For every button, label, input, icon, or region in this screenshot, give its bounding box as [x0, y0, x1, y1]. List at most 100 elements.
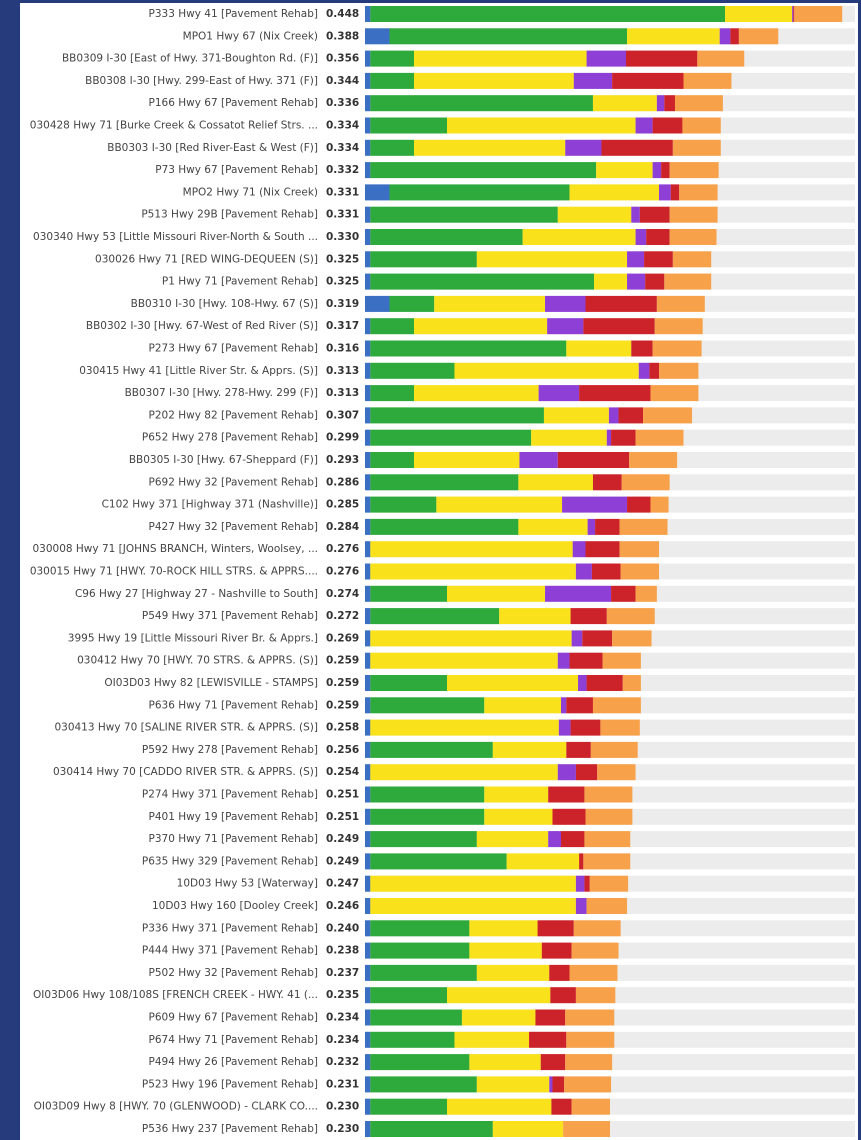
bar-segment — [635, 585, 657, 602]
bar-segment — [549, 964, 570, 981]
bar-segment — [608, 407, 619, 424]
bar-segment — [414, 139, 566, 156]
bar-segment — [638, 362, 650, 379]
bar-segment — [635, 229, 647, 245]
bar-segment — [592, 95, 657, 112]
bar-segment — [389, 184, 570, 201]
bar-segment — [548, 831, 561, 848]
bar-segment — [569, 184, 659, 201]
bar-segment — [619, 518, 668, 535]
bar-segment — [365, 28, 390, 45]
bar-segment — [370, 318, 414, 335]
row-total: 0.316 — [326, 343, 359, 355]
bar-segment — [469, 942, 542, 959]
bar-segment — [552, 808, 586, 825]
bar-segment — [585, 808, 633, 825]
bar-segment — [370, 162, 597, 179]
bar-segment — [629, 452, 678, 468]
bar-segment — [414, 385, 539, 402]
bar-segment — [669, 162, 719, 179]
bar-segment — [365, 808, 371, 825]
bar-segment — [484, 697, 561, 714]
row-total: 0.259 — [326, 655, 359, 667]
row-total: 0.276 — [326, 543, 359, 555]
row-total: 0.334 — [326, 142, 359, 154]
bar-segment — [365, 340, 371, 357]
row-total: 0.336 — [326, 97, 359, 109]
bar-segment — [601, 139, 673, 156]
row-label: P494 Hwy 26 [Pavement Rehab] — [149, 1056, 318, 1068]
bar-segment — [586, 50, 626, 67]
row-label: P370 Hwy 71 [Pavement Rehab] — [149, 833, 318, 845]
bar-segment — [654, 318, 703, 335]
bar-segment — [551, 1098, 572, 1115]
bar-segment — [365, 318, 371, 335]
bar-segment — [575, 764, 598, 781]
bar-segment — [659, 362, 699, 379]
bar-segment — [434, 295, 546, 312]
bar-segment — [365, 1076, 371, 1093]
bar-segment — [469, 920, 538, 937]
bar-segment — [570, 608, 607, 625]
row-total: 0.238 — [326, 945, 359, 957]
bar-segment — [682, 117, 721, 134]
bar-segment — [631, 340, 653, 357]
bar-segment — [370, 585, 448, 602]
bar-segment — [476, 1076, 550, 1093]
bar-segment — [365, 229, 371, 245]
bar-segment — [365, 251, 371, 268]
bar-segment — [794, 6, 843, 22]
row-total: 0.249 — [326, 855, 359, 867]
bar-segment — [606, 429, 612, 446]
bar-segment — [370, 50, 414, 67]
row-label: 10D03 Hwy 160 [Dooley Creek] — [152, 900, 318, 912]
bar-segment — [650, 385, 699, 402]
bar-segment — [573, 72, 613, 89]
row-label: P609 Hwy 67 [Pavement Rehab] — [149, 1012, 318, 1024]
bar-segment — [586, 675, 623, 691]
row-label: P513 Hwy 29B [Pavement Rehab] — [141, 209, 318, 221]
bar-segment — [370, 452, 414, 468]
bar-segment — [562, 496, 628, 513]
bar-segment — [583, 318, 655, 335]
bar-segment — [370, 229, 523, 245]
bar-segment — [454, 1031, 530, 1048]
bar-segment — [537, 920, 574, 937]
bar-segment — [575, 987, 616, 1004]
bar-segment — [365, 407, 371, 424]
row-label: P273 Hwy 67 [Pavement Rehab] — [149, 343, 318, 355]
bar-segment — [365, 117, 371, 134]
bar-segment — [370, 697, 485, 714]
row-total: 0.237 — [326, 967, 359, 979]
bar-segment — [650, 496, 669, 513]
row-total: 0.319 — [326, 298, 359, 310]
row-label: P333 Hwy 41 [Pavement Rehab] — [149, 8, 318, 20]
row-label: 3995 Hwy 19 [Little Missouri River Br. &… — [68, 632, 318, 644]
bar-segment — [370, 117, 448, 134]
bar-segment — [557, 652, 570, 669]
bar-segment — [583, 853, 631, 870]
bar-segment — [683, 72, 732, 89]
bar-segment — [541, 942, 572, 959]
bar-segment — [619, 541, 659, 558]
row-label: OI03D09 Hwy 8 [HWY. 70 (GLENWOOD) - CLAR… — [34, 1101, 318, 1113]
bar-segment — [469, 1054, 541, 1071]
bar-segment — [365, 987, 371, 1004]
row-label: C96 Hwy 27 [Highway 27 - Nashville to So… — [75, 588, 318, 600]
bar-segment — [564, 1076, 612, 1093]
bar-segment — [370, 429, 532, 446]
bar-segment — [566, 1031, 615, 1048]
bar-segment — [561, 831, 585, 848]
row-label: 030008 Hwy 71 [JOHNS BRANCH, Winters, Wo… — [32, 543, 318, 555]
bar-segment — [506, 853, 580, 870]
row-total: 0.325 — [326, 276, 359, 288]
row-label: 030015 Hwy 71 [HWY. 70-ROCK HILL STRS. &… — [30, 566, 318, 578]
bar-segment — [565, 139, 602, 156]
row-label: BB0302 I-30 [Hwy. 67-West of Red River (… — [86, 320, 318, 332]
bar-segment — [669, 206, 718, 223]
bar-segment — [594, 273, 628, 290]
bar-segment — [584, 786, 633, 803]
bar-segment — [719, 28, 731, 45]
bar-segment — [414, 318, 548, 335]
